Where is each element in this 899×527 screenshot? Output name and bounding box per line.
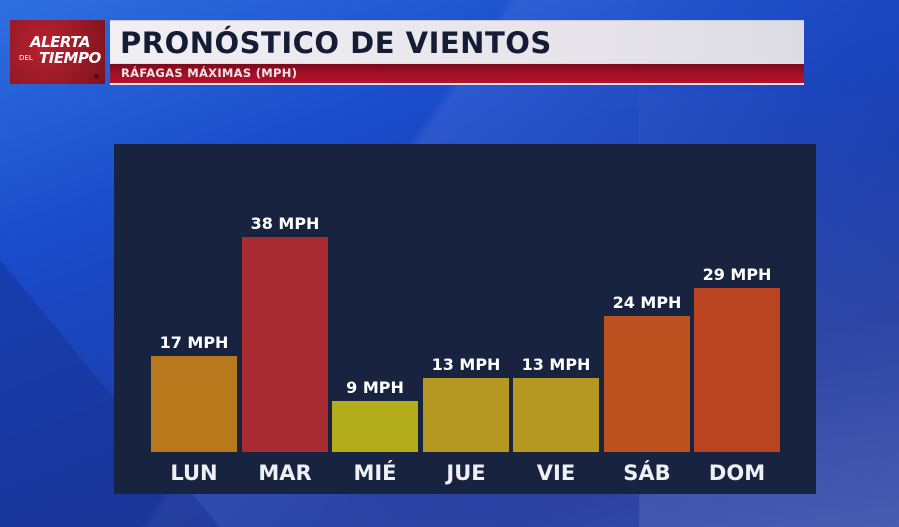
title-bar: PRONÓSTICO DE VIENTOS bbox=[110, 20, 804, 64]
bar-3 bbox=[423, 378, 509, 452]
day-label: MAR bbox=[258, 461, 312, 485]
logo-line-2-big: TIEMPO bbox=[39, 49, 101, 67]
day-label: LUN bbox=[170, 461, 218, 485]
page-title: PRONÓSTICO DE VIENTOS bbox=[120, 26, 552, 60]
bar-value-label: 17 MPH bbox=[159, 333, 229, 352]
bar-2 bbox=[332, 401, 418, 452]
day-label: DOM bbox=[708, 461, 766, 485]
logo-line-1: ALERTA bbox=[30, 33, 90, 51]
bar-0 bbox=[151, 356, 237, 452]
day-label: SÁB bbox=[623, 461, 671, 485]
bar-6 bbox=[694, 288, 780, 452]
bar-5 bbox=[604, 316, 690, 452]
wind-chart-panel: 17 MPH LUN 38 MPH MAR 9 MPH MIÉ 13 MPH JUE 13 MP… bbox=[114, 144, 816, 494]
logo-line-2-small: DEL bbox=[19, 54, 33, 62]
bar-1 bbox=[242, 237, 328, 452]
bar-value-label: 9 MPH bbox=[346, 378, 404, 397]
day-label: MIÉ bbox=[353, 461, 397, 485]
day-label: VIE bbox=[536, 461, 576, 485]
bar-value-label: 29 MPH bbox=[702, 265, 772, 284]
subtitle-bar: RÁFAGAS MÁXIMAS (MPH) bbox=[110, 63, 804, 85]
day-label: JUE bbox=[446, 461, 486, 485]
alerta-del-tiempo-logo: ALERTA DEL TIEMPO bbox=[10, 20, 105, 84]
bar-value-label: 24 MPH bbox=[612, 293, 682, 312]
bar-value-label: 13 MPH bbox=[431, 355, 501, 374]
bar-value-label: 38 MPH bbox=[250, 214, 320, 233]
bar-value-label: 13 MPH bbox=[521, 355, 591, 374]
page-subtitle: RÁFAGAS MÁXIMAS (MPH) bbox=[121, 66, 298, 80]
bar-4 bbox=[513, 378, 599, 452]
logo-dot-icon bbox=[94, 74, 99, 79]
